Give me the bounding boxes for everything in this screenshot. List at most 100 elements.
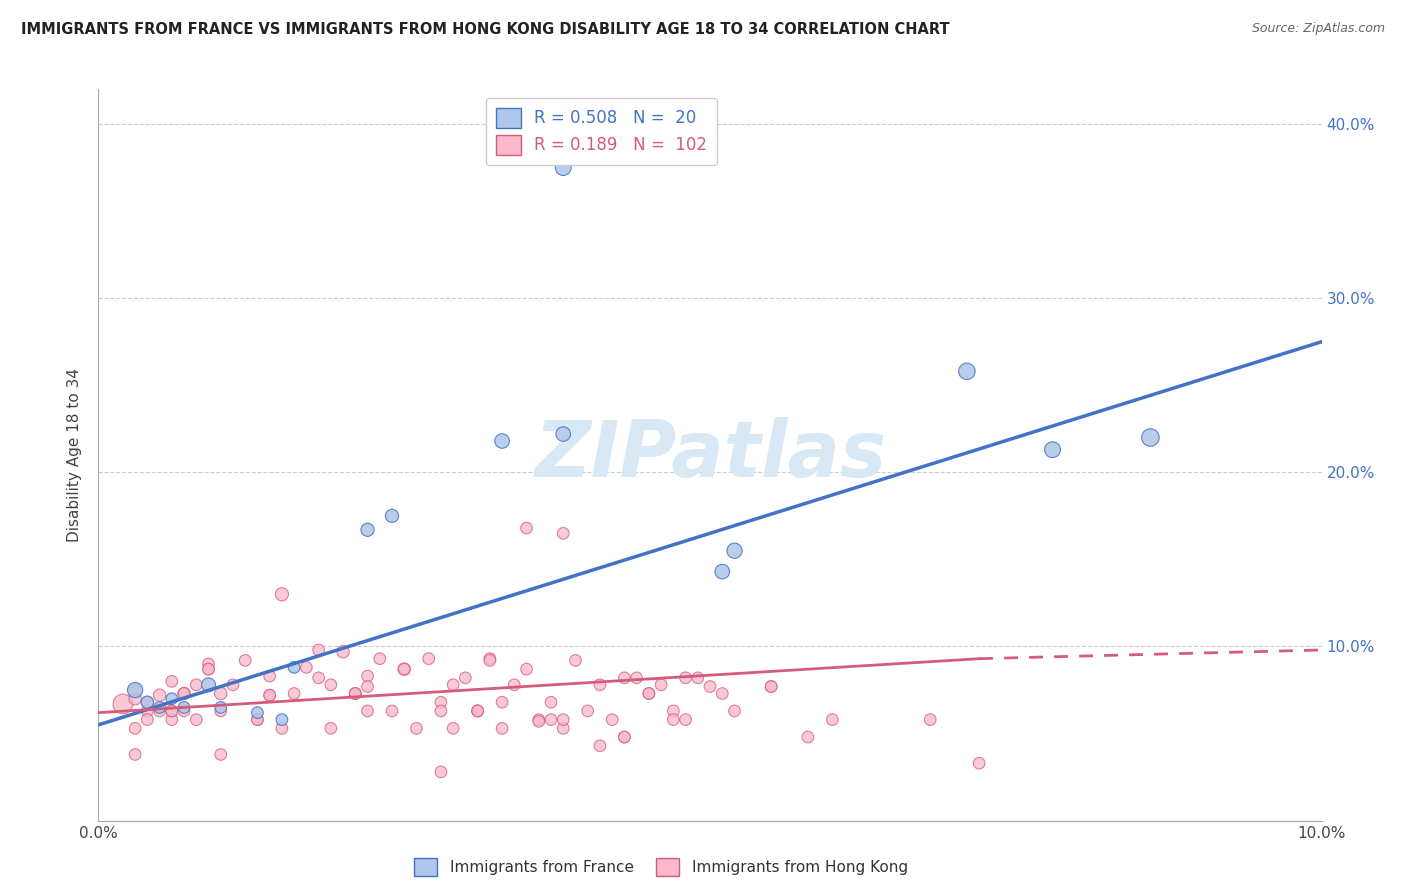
Point (516, 662, 538, 676)
Point (209, 686, 232, 700)
Point (319, 722, 342, 736)
Point (589, 739, 612, 753)
Point (344, 686, 367, 700)
Point (637, 686, 661, 700)
Point (149, 700, 172, 714)
Point (759, 680, 782, 694)
Point (478, 651, 501, 665)
Point (516, 521, 538, 535)
Point (699, 680, 721, 694)
Point (246, 713, 269, 727)
Point (430, 695, 453, 709)
Point (589, 678, 612, 692)
Point (246, 713, 269, 727)
Point (136, 713, 159, 727)
Point (270, 587, 292, 601)
Point (197, 662, 219, 676)
Point (160, 713, 183, 727)
Point (259, 688, 281, 702)
Point (270, 722, 292, 736)
Point (956, 364, 979, 378)
Point (259, 669, 281, 683)
Point (270, 713, 292, 727)
Point (173, 700, 195, 714)
Point (797, 730, 820, 744)
Point (967, 756, 990, 771)
Point (186, 678, 208, 692)
Point (124, 683, 146, 698)
Point (283, 660, 305, 674)
Point (186, 713, 208, 727)
Point (283, 686, 305, 700)
Point (344, 686, 367, 700)
Point (344, 686, 367, 700)
Point (160, 691, 183, 706)
Point (308, 643, 330, 657)
Point (356, 704, 378, 718)
Point (1042, 442, 1064, 457)
Point (637, 686, 661, 700)
Point (467, 704, 489, 718)
Point (441, 722, 464, 736)
Point (675, 713, 697, 727)
Point (759, 680, 782, 694)
Point (441, 678, 464, 692)
Point (675, 671, 697, 685)
Point (405, 722, 427, 736)
Text: ZIPatlas: ZIPatlas (534, 417, 886, 493)
Point (209, 747, 232, 762)
Point (430, 704, 453, 718)
Point (173, 686, 195, 700)
Point (478, 653, 501, 667)
Point (540, 713, 562, 727)
Point (527, 714, 550, 729)
Point (222, 678, 245, 692)
Point (136, 695, 159, 709)
Point (319, 678, 342, 692)
Point (209, 704, 232, 718)
Point (613, 730, 636, 744)
Point (173, 686, 195, 700)
Point (136, 704, 159, 718)
Point (124, 683, 146, 698)
Text: Source: ZipAtlas.com: Source: ZipAtlas.com (1251, 22, 1385, 36)
Point (467, 704, 489, 718)
Point (491, 722, 513, 736)
Point (259, 688, 281, 702)
Point (124, 747, 146, 762)
Point (723, 543, 745, 558)
Point (124, 691, 146, 706)
Point (613, 671, 636, 685)
Point (662, 713, 685, 727)
Point (553, 713, 575, 727)
Point (392, 662, 416, 676)
Point (136, 695, 159, 709)
Point (553, 526, 575, 541)
Point (111, 697, 134, 711)
Point (368, 651, 391, 665)
Point (197, 678, 219, 692)
Point (553, 161, 575, 175)
Point (662, 704, 685, 718)
Point (124, 722, 146, 736)
Point (295, 660, 318, 674)
Y-axis label: Disability Age 18 to 34: Disability Age 18 to 34 (67, 368, 83, 542)
Point (197, 657, 219, 671)
Point (467, 704, 489, 718)
Point (686, 671, 709, 685)
Point (418, 651, 440, 665)
Point (381, 704, 404, 718)
Point (233, 653, 256, 667)
Point (332, 645, 354, 659)
Point (711, 565, 734, 579)
Point (491, 434, 513, 448)
Point (308, 671, 330, 685)
Point (576, 704, 599, 718)
Text: IMMIGRANTS FROM FRANCE VS IMMIGRANTS FROM HONG KONG DISABILITY AGE 18 TO 34 CORR: IMMIGRANTS FROM FRANCE VS IMMIGRANTS FRO… (21, 22, 949, 37)
Point (711, 686, 734, 700)
Point (454, 671, 477, 685)
Point (209, 700, 232, 714)
Point (600, 713, 623, 727)
Point (173, 704, 195, 718)
Point (564, 653, 586, 667)
